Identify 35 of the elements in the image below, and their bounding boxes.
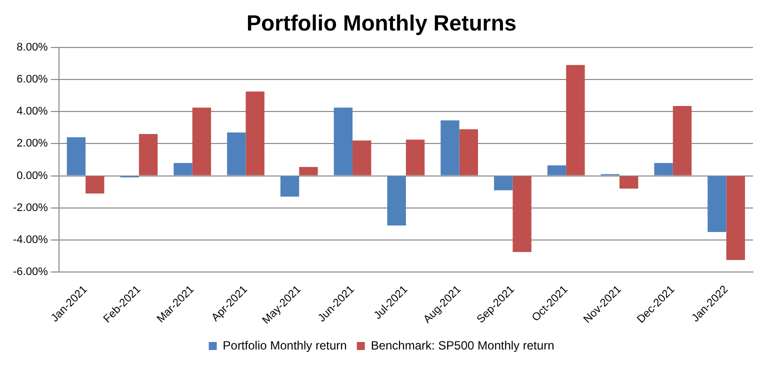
bar [459, 129, 478, 176]
y-tick-label: -6.00% [12, 266, 48, 278]
bar [494, 176, 513, 190]
y-tick-label: 0.00% [16, 170, 48, 182]
bar [352, 140, 372, 176]
legend-label: Benchmark: SP500 Monthly return [370, 338, 554, 352]
y-tick-label: 6.00% [16, 74, 48, 86]
bar [66, 137, 86, 176]
bar [334, 108, 353, 176]
bar [406, 140, 425, 176]
chart-title: Portfolio Monthly Returns [246, 10, 517, 36]
bar [708, 176, 726, 232]
bar [280, 176, 300, 197]
bar [566, 65, 585, 176]
bar [192, 108, 212, 176]
bar [547, 165, 566, 176]
y-tick-label: -4.00% [12, 234, 48, 246]
bar [620, 176, 638, 189]
bar [86, 176, 104, 194]
bar [174, 162, 192, 176]
bar [138, 134, 158, 176]
bar [512, 176, 532, 252]
bar [726, 176, 745, 260]
legend-label: Portfolio Monthly return [222, 338, 347, 352]
bar [440, 120, 460, 176]
y-tick-label: 8.00% [16, 41, 48, 54]
y-tick-label: -2.00% [12, 202, 48, 214]
bar [227, 132, 246, 176]
bar [246, 92, 264, 176]
bar [387, 176, 406, 226]
y-tick-label: 2.00% [16, 138, 48, 150]
bar [654, 162, 673, 176]
y-tick-label: 4.00% [16, 106, 48, 118]
bar [299, 166, 318, 176]
bar [672, 106, 692, 176]
